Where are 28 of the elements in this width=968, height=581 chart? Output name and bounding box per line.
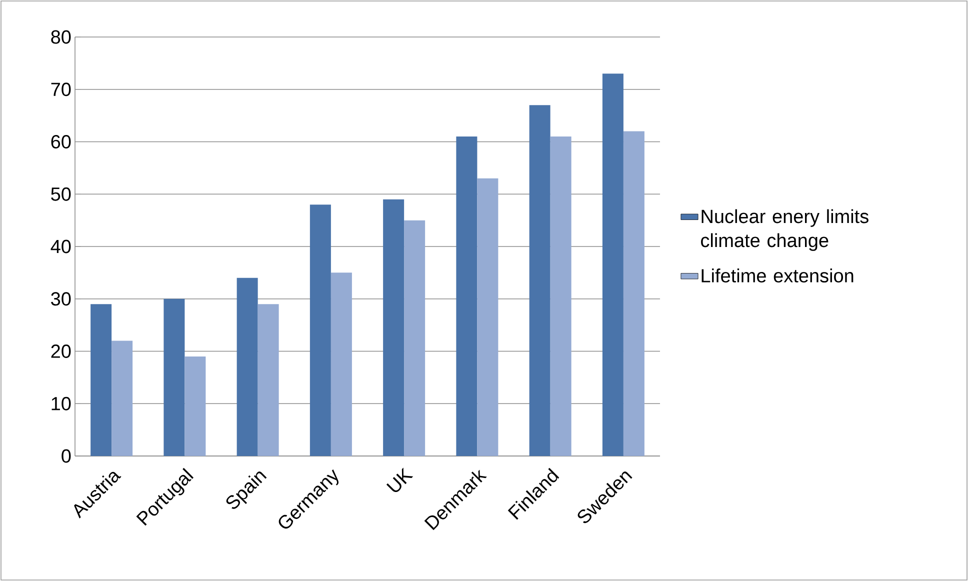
- bar: [477, 178, 498, 456]
- y-tick-label: 80: [51, 30, 71, 44]
- y-tick-label: 50: [51, 187, 71, 201]
- bar: [404, 220, 426, 456]
- bar: [258, 304, 279, 456]
- bar: [456, 136, 478, 456]
- legend-label: Lifetime extension: [702, 268, 854, 282]
- bar: [90, 304, 112, 456]
- y-tick-label: 20: [51, 344, 71, 358]
- bar: [602, 74, 624, 456]
- bar: [623, 131, 644, 456]
- x-tick-label: UK: [386, 468, 414, 492]
- y-tick-label: 30: [51, 292, 71, 306]
- bar: [236, 278, 258, 456]
- bar: [383, 199, 404, 456]
- y-tick-label: 40: [50, 240, 71, 254]
- bar: [529, 105, 550, 456]
- bar: [330, 272, 352, 456]
- bar: [112, 340, 133, 456]
- bar: [164, 298, 185, 456]
- y-tick-label: 60: [51, 135, 71, 148]
- y-tick-label: 70: [51, 82, 71, 96]
- legend-label: Nuclear enery limits climate change: [701, 209, 868, 251]
- bar: [310, 204, 331, 456]
- y-tick-label: 10: [52, 396, 71, 410]
- bar: [550, 136, 572, 456]
- y-tick-label: 0: [62, 449, 71, 463]
- bar: [184, 356, 206, 456]
